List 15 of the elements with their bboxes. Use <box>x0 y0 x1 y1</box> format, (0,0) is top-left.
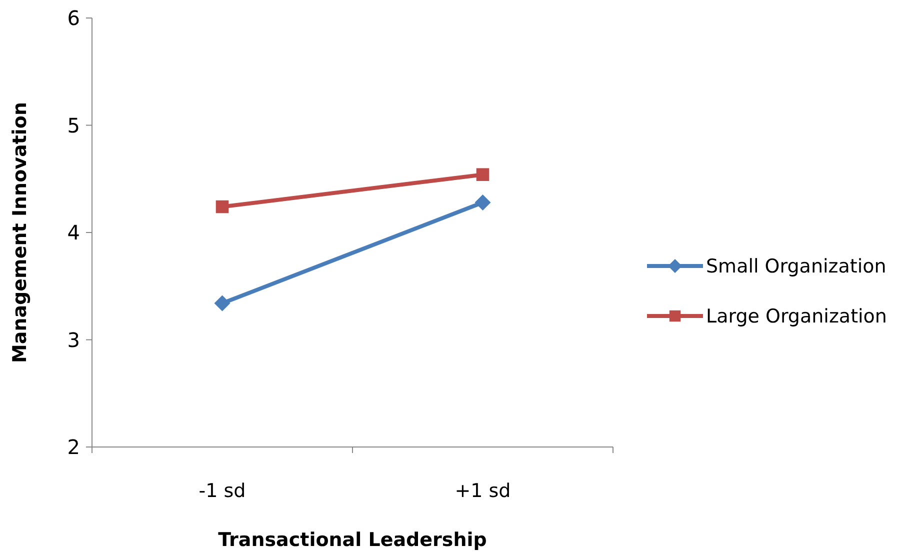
y-tick-label: 5 <box>67 113 80 138</box>
point <box>216 200 229 214</box>
y-tick-label: 4 <box>67 220 80 244</box>
legend-label: Large Organization <box>706 306 887 328</box>
y-tick-label: 2 <box>67 435 80 459</box>
y-tick-label: 6 <box>67 6 80 30</box>
point <box>214 295 230 312</box>
legend-label: Small Organization <box>706 256 886 278</box>
x-axis-title: Transactional Leadership <box>218 529 487 551</box>
point <box>474 194 491 210</box>
point <box>476 168 490 181</box>
x-tick-label: +1 sd <box>454 480 511 502</box>
x-tick-label: -1 sd <box>198 480 246 502</box>
y-tick-label: 3 <box>67 328 80 352</box>
y-axis-title: Management Innovation <box>9 102 31 364</box>
